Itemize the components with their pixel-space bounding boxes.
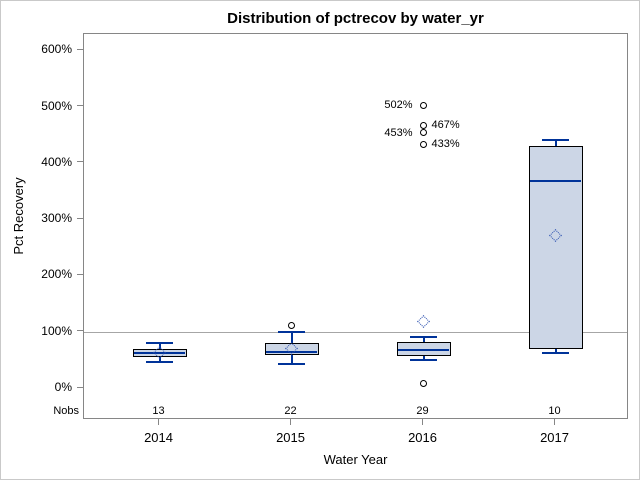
box-whisker-cap-lower <box>278 362 306 365</box>
outlier-point <box>420 380 428 388</box>
y-axis-label: Pct Recovery <box>11 177 26 255</box>
x-category-label: 2015 <box>276 430 305 445</box>
outlier-label: 502% <box>384 99 413 112</box>
x-category-label: 2014 <box>144 430 173 445</box>
median-line <box>398 348 450 351</box>
outlier-label: 467% <box>431 119 460 132</box>
y-tick-label: 600% <box>41 42 72 57</box>
x-tick-mark <box>290 419 292 425</box>
box-whisker-cap-lower <box>146 361 174 364</box>
box-whisker-cap-upper <box>410 335 438 338</box>
mean-diamond-icon <box>417 314 430 328</box>
x-category-label: 2017 <box>540 430 569 445</box>
y-tick-label: 0% <box>54 380 72 395</box>
plot-frame: 433% 453% 467% 502% <box>83 33 628 419</box>
reference-line-100pct <box>84 331 627 333</box>
box-rect <box>264 343 319 355</box>
mean-diamond-icon <box>153 346 166 359</box>
outlier-point <box>420 101 428 109</box>
box-whisker-cap-lower <box>542 351 570 354</box>
box-whisker-cap-upper <box>278 330 306 333</box>
outlier-label: 453% <box>384 126 413 139</box>
box-rect <box>528 145 583 349</box>
x-tick-mark <box>158 419 160 425</box>
median-line <box>266 351 318 354</box>
box-whisker-cap-upper <box>146 342 174 345</box>
outlier-point <box>420 121 428 129</box>
median-line <box>530 180 582 183</box>
nobs-row-label: Nobs <box>53 405 79 417</box>
outlier-point <box>288 321 296 329</box>
outlier-point <box>420 129 428 137</box>
x-tick-mark <box>422 419 424 425</box>
chart-title: Distribution of pctrecov by water_yr <box>227 10 484 27</box>
y-tick-label: 500% <box>41 98 72 113</box>
x-tick-mark <box>554 419 556 425</box>
y-tick-label: 100% <box>41 323 72 338</box>
x-axis-label: Water Year <box>323 452 388 467</box>
outlier-point <box>420 140 428 148</box>
x-category-label: 2016 <box>408 430 437 445</box>
outlier-label: 433% <box>431 138 460 151</box>
median-line <box>134 352 186 355</box>
box-whisker-cap-upper <box>542 139 570 142</box>
box-whisker-cap-lower <box>410 358 438 361</box>
